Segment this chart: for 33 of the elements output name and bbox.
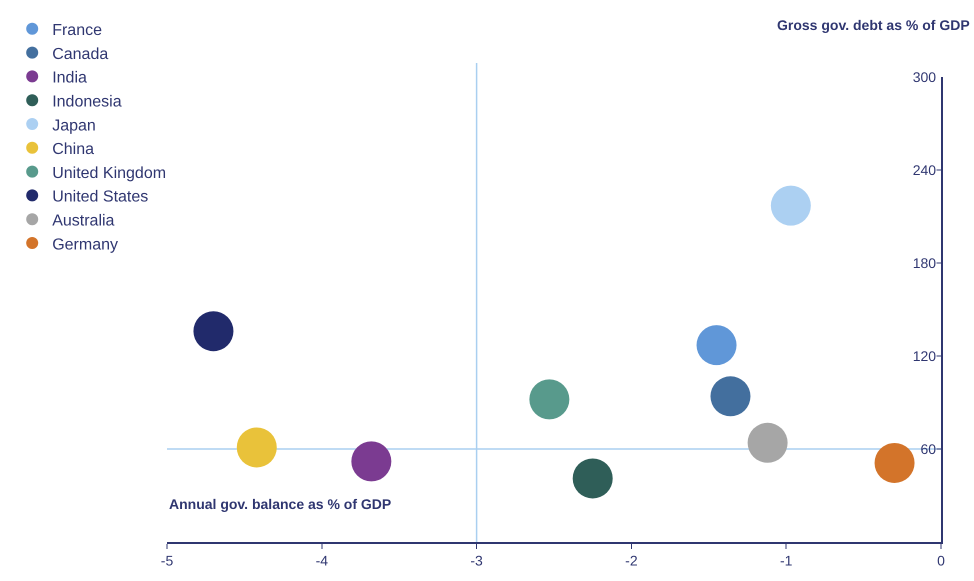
legend-label: Australia xyxy=(52,212,115,230)
y-tick-label: 180 xyxy=(912,254,936,271)
legend-label: Japan xyxy=(52,117,96,134)
x-tick-label: -5 xyxy=(160,552,174,569)
point xyxy=(874,442,915,483)
legend-label: India xyxy=(52,70,87,87)
y-tick-label: 240 xyxy=(912,162,936,178)
x-tick-label: -3 xyxy=(470,552,484,569)
legend-label: China xyxy=(52,141,94,158)
y-axis-title: Gross gov. debt as % of GDP xyxy=(777,17,970,33)
point xyxy=(529,379,570,420)
y-tick-label: 300 xyxy=(912,68,936,85)
y-tick-label: 60 xyxy=(920,440,936,457)
point xyxy=(236,427,277,468)
legend-label: Germany xyxy=(52,236,118,254)
legend-label: United Kingdom xyxy=(52,164,166,182)
point xyxy=(696,325,737,366)
legend-label: Canada xyxy=(52,46,108,63)
x-tick-label: -4 xyxy=(316,552,328,569)
point xyxy=(770,186,811,226)
x-axis-title: Annual gov. balance as % of GDP xyxy=(169,496,392,512)
legend-label: France xyxy=(52,22,102,40)
point xyxy=(572,458,613,498)
x-tick-label: -1 xyxy=(780,552,793,569)
point xyxy=(748,422,788,463)
y-tick-label: 120 xyxy=(912,348,936,364)
legend-label: United States xyxy=(52,188,148,206)
x-tick-label: -2 xyxy=(625,552,638,569)
point xyxy=(710,376,750,416)
point xyxy=(193,311,234,352)
point xyxy=(351,441,392,482)
x-tick-label: 0 xyxy=(937,552,946,569)
legend-label: Indonesia xyxy=(52,93,122,110)
